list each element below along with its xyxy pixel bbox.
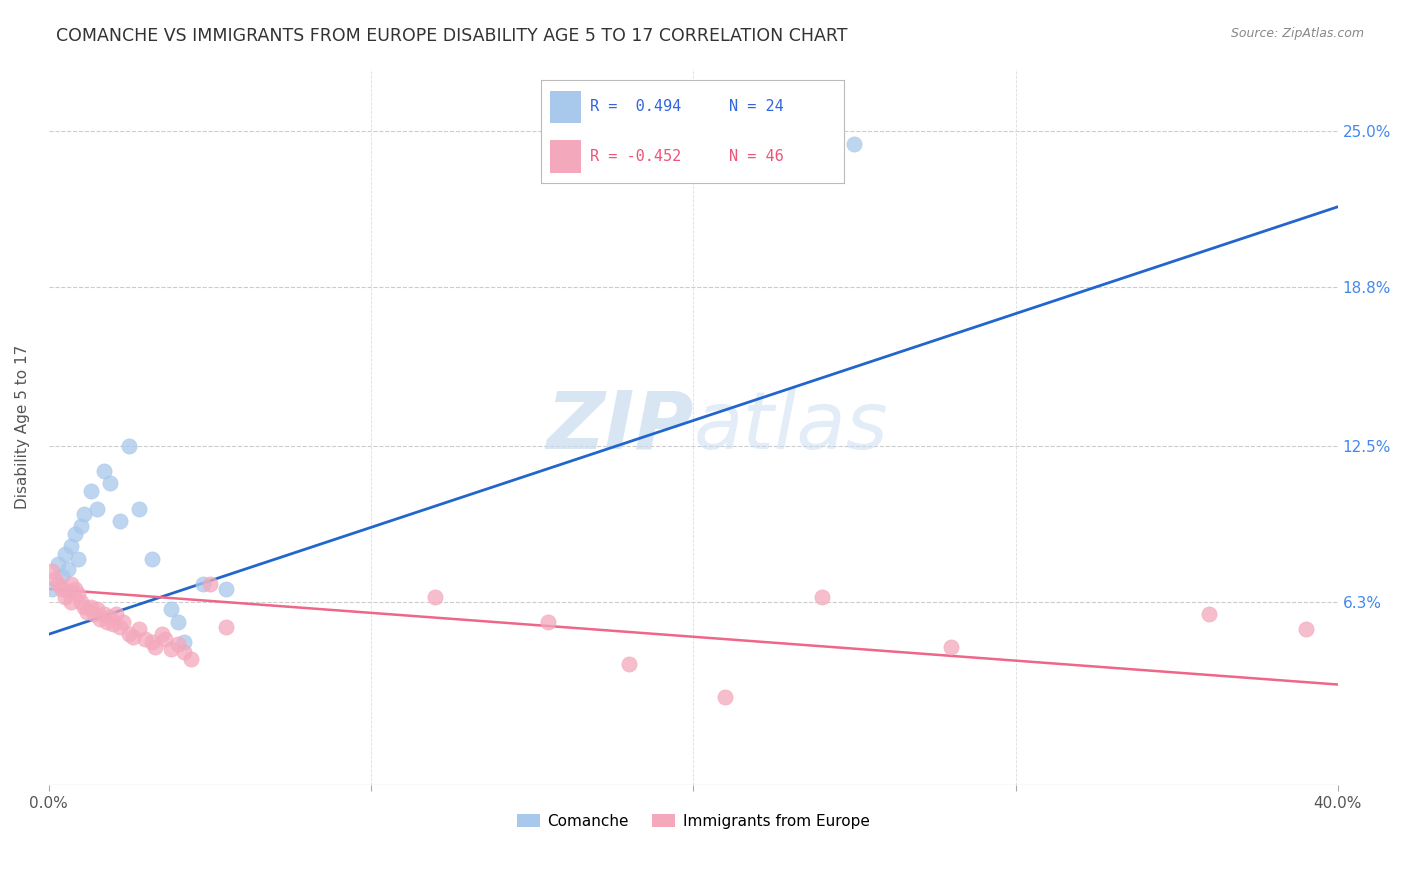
Point [166, 637, 188, 651]
Point [103, 617, 125, 632]
Text: R =  0.494: R = 0.494 [589, 99, 681, 114]
Text: R = -0.452: R = -0.452 [589, 149, 681, 164]
Y-axis label: Disability Age 5 to 17: Disability Age 5 to 17 [15, 344, 30, 509]
Point [128, 501, 150, 516]
Point [63, 526, 86, 541]
Point [105, 607, 128, 621]
Point [66, 587, 89, 601]
Point [118, 439, 141, 453]
Point [73, 507, 96, 521]
Point [108, 514, 131, 528]
Point [86, 602, 108, 616]
Point [51, 582, 73, 596]
Point [98, 609, 121, 624]
Point [141, 634, 163, 648]
Point [118, 627, 141, 641]
Point [70, 594, 93, 608]
Point [844, 136, 866, 151]
Point [51, 569, 73, 583]
Point [60, 577, 83, 591]
Point [173, 634, 195, 648]
Point [939, 640, 962, 654]
Point [89, 612, 111, 626]
Point [714, 690, 737, 704]
Point [53, 547, 76, 561]
Point [160, 602, 183, 616]
Point [108, 620, 131, 634]
Point [83, 607, 105, 621]
Point [60, 594, 83, 608]
Point [193, 577, 215, 591]
FancyBboxPatch shape [550, 140, 581, 173]
Point [66, 551, 89, 566]
Text: Source: ZipAtlas.com: Source: ZipAtlas.com [1230, 27, 1364, 40]
Point [173, 645, 195, 659]
Point [425, 590, 447, 604]
Legend: Comanche, Immigrants from Europe: Comanche, Immigrants from Europe [510, 807, 876, 835]
Point [1198, 607, 1220, 621]
Point [70, 519, 93, 533]
Point [79, 483, 101, 498]
Point [180, 652, 202, 666]
Point [215, 582, 238, 596]
Point [48, 557, 70, 571]
Point [128, 622, 150, 636]
Point [617, 657, 640, 672]
Point [56, 562, 79, 576]
Point [153, 632, 176, 647]
Point [150, 627, 173, 641]
Point [48, 577, 70, 591]
Point [44, 572, 66, 586]
Text: ZIP: ZIP [546, 388, 693, 466]
Point [160, 642, 183, 657]
Point [166, 615, 188, 629]
Point [60, 539, 83, 553]
Point [811, 590, 834, 604]
Point [73, 599, 96, 614]
Point [98, 476, 121, 491]
Point [215, 620, 238, 634]
Text: N = 24: N = 24 [728, 99, 783, 114]
Point [537, 615, 560, 629]
Point [96, 615, 118, 629]
Point [41, 582, 63, 596]
Point [86, 501, 108, 516]
Point [134, 632, 156, 647]
FancyBboxPatch shape [550, 91, 581, 123]
Point [93, 464, 115, 478]
Point [53, 590, 76, 604]
Point [1295, 622, 1317, 636]
Point [111, 615, 134, 629]
Text: COMANCHE VS IMMIGRANTS FROM EUROPE DISABILITY AGE 5 TO 17 CORRELATION CHART: COMANCHE VS IMMIGRANTS FROM EUROPE DISAB… [56, 27, 848, 45]
Point [76, 605, 98, 619]
Text: atlas: atlas [693, 388, 889, 466]
Point [41, 565, 63, 579]
Point [143, 640, 166, 654]
Point [56, 584, 79, 599]
Point [121, 630, 143, 644]
Text: N = 46: N = 46 [728, 149, 783, 164]
Point [141, 551, 163, 566]
Point [63, 582, 86, 596]
Point [79, 599, 101, 614]
Point [93, 607, 115, 621]
Point [198, 577, 221, 591]
